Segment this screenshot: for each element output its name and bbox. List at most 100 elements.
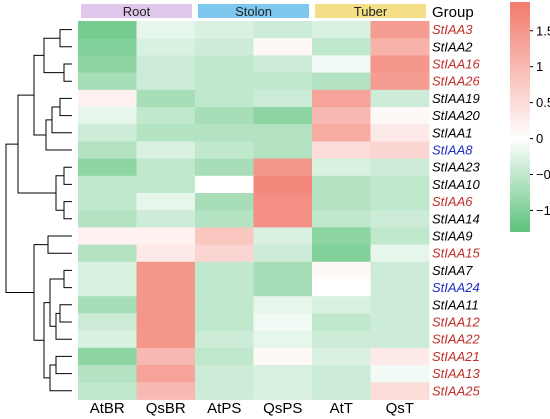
row-label: StIAA10 <box>432 177 480 192</box>
row-label: StIAA3 <box>432 22 473 37</box>
heatmap-cell <box>370 347 430 366</box>
heatmap-cell <box>136 89 196 108</box>
heatmap-cell <box>136 296 196 314</box>
heatmap-cell <box>78 107 137 125</box>
row-label: StIAA21 <box>432 349 480 364</box>
heatmap-cell <box>136 158 196 177</box>
heatmap-cell <box>312 244 371 263</box>
heatmap-cell <box>370 158 430 177</box>
column-label: QsT <box>386 400 414 417</box>
heatmap-cell <box>312 193 371 211</box>
heatmap-cell <box>312 382 371 400</box>
group-header: Group <box>432 4 474 21</box>
heatmap-cell <box>312 107 371 125</box>
heatmap-cell <box>78 261 137 280</box>
column-label: QsBR <box>146 400 186 417</box>
row-label: StIAA12 <box>432 315 480 330</box>
heatmap-cell <box>253 279 313 297</box>
heatmap-cell <box>78 38 137 56</box>
heatmap-cell <box>312 210 371 228</box>
heatmap-cell <box>136 227 196 246</box>
heatmap-cell <box>370 124 430 142</box>
heatmap-cell <box>253 175 313 194</box>
heatmap-cell <box>370 261 430 280</box>
heatmap-cell <box>78 279 137 297</box>
heatmap-cell <box>195 124 254 142</box>
heatmap-cell <box>195 21 254 39</box>
heatmap-cell <box>370 38 430 56</box>
heatmap-cell <box>253 244 313 263</box>
heatmap-cell <box>78 365 137 383</box>
colorbar-tick-label: −1 <box>536 203 550 218</box>
heatmap-cell <box>253 55 313 74</box>
heatmap-cell <box>195 279 254 297</box>
dendrogram-branch <box>33 244 48 341</box>
heatmap-cell <box>78 175 137 194</box>
dendrogram-branch <box>5 143 34 293</box>
heatmap-cell <box>78 347 137 366</box>
dendrogram-branch <box>63 201 72 220</box>
heatmap-cell <box>253 347 313 366</box>
heatmap-cell <box>136 38 196 56</box>
dendrogram-branch <box>47 235 72 254</box>
colorbar-ticks: 1.5 1 0.5 0 −0.5 −1 <box>530 23 550 218</box>
heatmap-cell <box>253 124 313 142</box>
row-label: StIAA7 <box>432 263 473 278</box>
heatmap-cell <box>195 261 254 280</box>
heatmap-cell <box>195 330 254 349</box>
heatmap-cell <box>370 330 430 349</box>
heatmap-cell <box>195 72 254 91</box>
dendrogram-branch <box>45 119 72 151</box>
row-label: StIAA24 <box>432 280 480 295</box>
heatmap-cell <box>78 55 137 74</box>
dendrogram-branch <box>17 94 56 194</box>
row-label: StIAA2 <box>432 39 473 54</box>
row-label: StIAA25 <box>432 383 480 398</box>
group-label: Tuber <box>354 4 388 19</box>
heatmap-cell <box>195 210 254 228</box>
heatmap-cell <box>195 193 254 211</box>
heatmap-cell <box>78 89 137 108</box>
row-label: StIAA26 <box>432 74 480 89</box>
colorbar-tick-label: 0.5 <box>536 95 550 110</box>
heatmap-cell <box>370 210 430 228</box>
heatmap-cell <box>195 313 254 332</box>
dendrogram-branch <box>63 63 72 82</box>
dendrogram-branch <box>63 166 72 185</box>
dendrogram-branch <box>55 175 64 211</box>
heatmap-cell <box>253 193 313 211</box>
heatmap-cell <box>370 193 430 211</box>
heatmap-cell <box>370 89 430 108</box>
heatmap-cell <box>195 365 254 383</box>
heatmap-cell <box>312 296 371 314</box>
heatmap-cell <box>195 55 254 74</box>
row-label: StIAA11 <box>432 297 479 312</box>
heatmap-cell <box>370 244 430 263</box>
heatmap-cell <box>312 158 371 177</box>
heatmap-cell <box>312 279 371 297</box>
heatmap-cell <box>370 175 430 194</box>
heatmap-cell <box>370 227 430 246</box>
row-label: StIAA16 <box>432 57 480 72</box>
heatmap-cell <box>78 330 137 349</box>
heatmap-cell <box>78 72 137 91</box>
heatmap-cell <box>312 313 371 332</box>
heatmap-cell <box>195 227 254 246</box>
heatmap-cell <box>253 313 313 332</box>
heatmap-cell <box>195 296 254 314</box>
colorbar-tick-label: 1 <box>536 59 543 74</box>
heatmap-cell <box>312 347 371 366</box>
heatmap-cells <box>78 21 430 400</box>
group-bar-stolon <box>198 4 309 18</box>
colorbar-tick-label: 1.5 <box>536 23 550 38</box>
row-label: StIAA20 <box>432 108 480 123</box>
heatmap-cell <box>312 89 371 108</box>
heatmap-cell <box>312 38 371 56</box>
heatmap-cell <box>312 124 371 142</box>
row-label: StIAA15 <box>432 246 480 261</box>
heatmap-cell <box>136 124 196 142</box>
heatmap-cell <box>253 330 313 349</box>
heatmap-cell <box>253 38 313 56</box>
heatmap-cell <box>136 313 196 332</box>
heatmap-cell <box>195 141 254 160</box>
